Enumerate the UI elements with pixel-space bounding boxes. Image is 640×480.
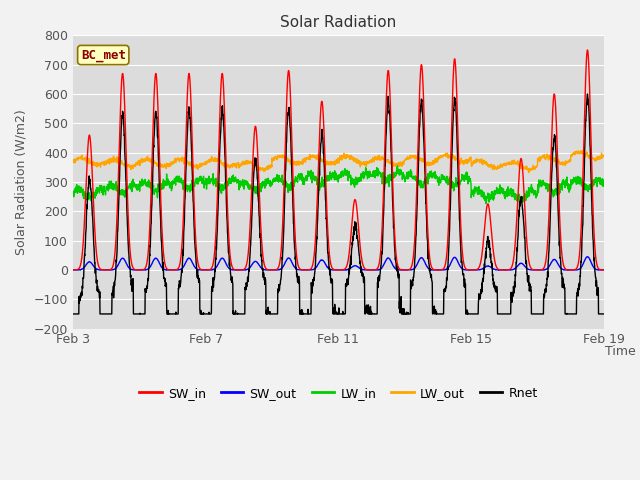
SW_in	[584, 47, 591, 53]
Line: LW_out: LW_out	[73, 151, 604, 173]
Line: SW_in: SW_in	[73, 50, 604, 270]
SW_out	[122, 260, 130, 266]
Line: LW_in: LW_in	[73, 166, 604, 204]
LW_out	[577, 148, 584, 154]
SW_in	[370, 267, 378, 273]
LW_in	[499, 189, 506, 195]
SW_in	[600, 267, 607, 273]
SW_out	[600, 267, 607, 273]
SW_out	[593, 267, 600, 273]
Rnet	[69, 311, 77, 317]
Rnet	[600, 311, 607, 317]
Rnet	[122, 176, 130, 181]
SW_out	[528, 267, 536, 273]
LW_out	[370, 157, 378, 163]
Rnet	[370, 311, 378, 317]
LW_out	[593, 156, 600, 162]
LW_in	[370, 173, 378, 179]
SW_out	[69, 267, 77, 273]
SW_in	[499, 267, 506, 273]
Line: Rnet: Rnet	[73, 94, 604, 314]
Rnet	[237, 311, 244, 317]
Title: Solar Radiation: Solar Radiation	[280, 15, 397, 30]
SW_in	[467, 267, 475, 273]
SW_out	[584, 254, 591, 260]
Rnet	[498, 311, 506, 317]
LW_out	[237, 163, 244, 169]
LW_in	[600, 180, 607, 186]
LW_out	[122, 162, 130, 168]
Legend: SW_in, SW_out, LW_in, LW_out, Rnet: SW_in, SW_out, LW_in, LW_out, Rnet	[134, 382, 543, 405]
LW_out	[528, 166, 536, 171]
SW_in	[122, 140, 130, 146]
Rnet	[584, 91, 591, 97]
Rnet	[593, 277, 600, 283]
LW_in	[593, 177, 600, 182]
LW_in	[529, 185, 536, 191]
LW_out	[69, 159, 77, 165]
SW_out	[69, 267, 77, 273]
SW_out	[371, 267, 378, 273]
SW_in	[528, 266, 536, 272]
LW_in	[69, 193, 77, 199]
SW_in	[237, 267, 244, 273]
LW_out	[600, 152, 607, 158]
SW_out	[499, 267, 506, 273]
SW_in	[69, 267, 77, 273]
SW_in	[593, 261, 600, 266]
LW_out	[525, 170, 532, 176]
Y-axis label: Solar Radiation (W/m2): Solar Radiation (W/m2)	[15, 109, 28, 255]
Rnet	[528, 311, 536, 317]
Text: BC_met: BC_met	[81, 48, 126, 61]
LW_in	[482, 201, 490, 206]
LW_in	[237, 183, 244, 189]
Line: SW_out: SW_out	[73, 257, 604, 270]
X-axis label: Time: Time	[605, 345, 636, 358]
LW_in	[394, 163, 401, 168]
LW_in	[122, 191, 130, 196]
LW_out	[498, 163, 506, 169]
SW_out	[237, 267, 244, 273]
